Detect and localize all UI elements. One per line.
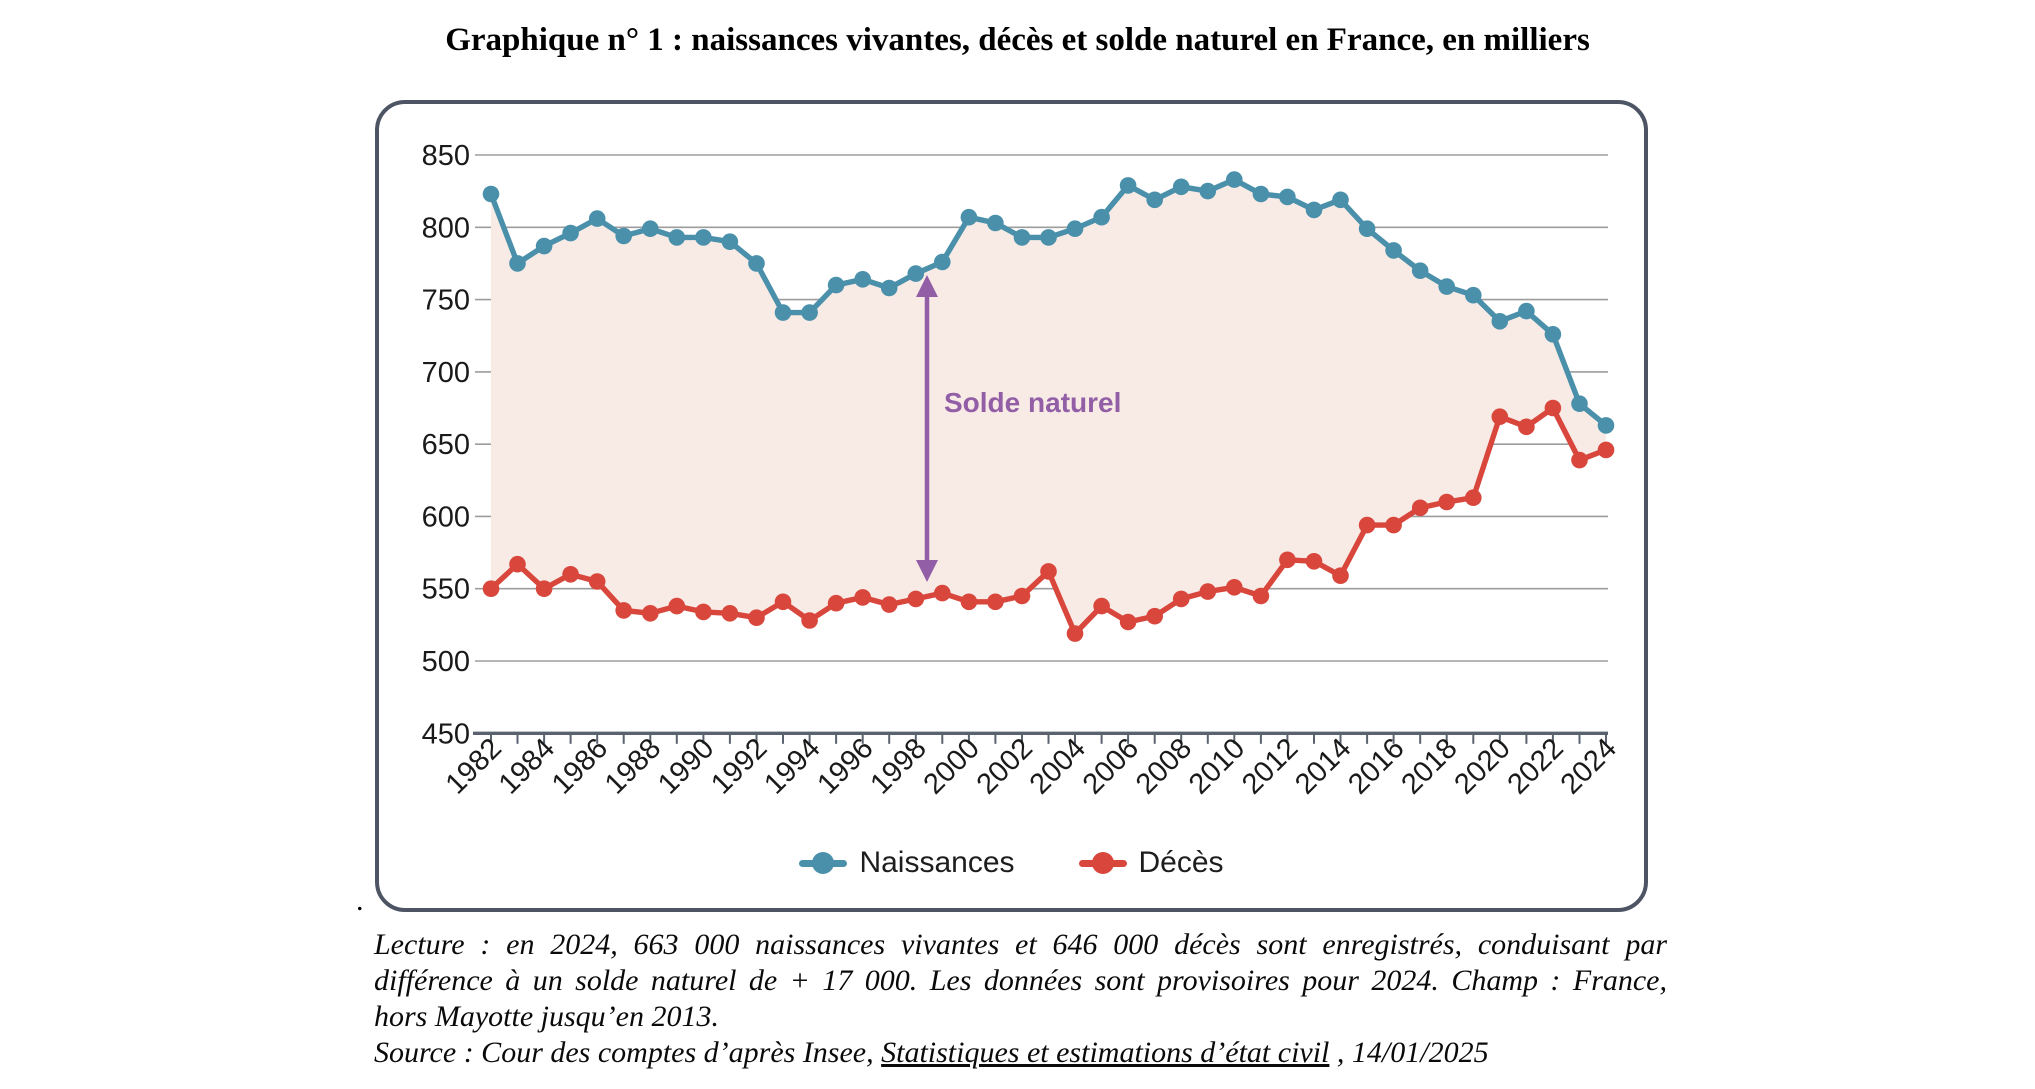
source-note: Source : Cour des comptes d’après Insee,… [374, 1035, 1667, 1071]
svg-text:2004: 2004 [1024, 732, 1092, 800]
svg-text:2018: 2018 [1395, 732, 1463, 800]
deces-dot-icon [1091, 852, 1114, 874]
svg-text:2022: 2022 [1502, 732, 1570, 800]
deces-line-marker-icon [1078, 852, 1127, 874]
naissances-dot-icon [812, 852, 835, 874]
svg-text:1996: 1996 [811, 732, 879, 800]
svg-text:750: 750 [422, 285, 470, 317]
reading-note-line-1: Lecture : en 2024, 663 000 naissances vi… [374, 928, 1667, 961]
svg-text:600: 600 [422, 501, 470, 533]
notes-block: Lecture : en 2024, 663 000 naissances vi… [374, 927, 1667, 1071]
source-prefix: Source : Cour des comptes d’après Insee, [374, 1036, 882, 1069]
svg-text:1984: 1984 [493, 732, 561, 800]
page-title: Graphique n° 1 : naissances vivantes, dé… [445, 22, 1590, 58]
svg-text:1994: 1994 [758, 732, 826, 800]
svg-text:550: 550 [422, 574, 470, 606]
svg-text:650: 650 [422, 429, 470, 461]
svg-text:2008: 2008 [1130, 732, 1198, 800]
svg-text:1998: 1998 [865, 732, 933, 800]
legend-label-naissances: Naissances [859, 846, 1015, 879]
series-naissances [482, 171, 1615, 434]
svg-text:700: 700 [422, 357, 470, 389]
svg-text:800: 800 [422, 212, 470, 244]
naissances-line-marker-icon [799, 852, 848, 874]
stray-period: . [356, 884, 364, 917]
svg-text:2016: 2016 [1342, 732, 1410, 800]
svg-text:1988: 1988 [599, 732, 667, 800]
svg-text:2000: 2000 [918, 732, 986, 800]
svg-text:2012: 2012 [1236, 732, 1304, 800]
svg-text:2014: 2014 [1289, 732, 1357, 800]
legend-item-naissances: Naissances [799, 846, 1015, 880]
legend: Naissances Décès [375, 845, 1648, 881]
chart-canvas: 850 800 750 700 650 600 550 500 4501982198419861… [422, 140, 1623, 801]
legend-label-deces: Décès [1138, 846, 1224, 879]
source-suffix: , 14/01/2025 [1329, 1036, 1489, 1069]
x-axis-labels: 1982198419861988199019921994199619982000… [440, 732, 1623, 800]
svg-text:2002: 2002 [971, 732, 1039, 800]
svg-text:500: 500 [422, 646, 470, 678]
reading-note-line-3: hors Mayotte jusqu’en 2013. [374, 1000, 719, 1033]
svg-text:850: 850 [422, 140, 470, 172]
y-axis-labels: 850 800 750 700 650 600 550 500 450 [422, 140, 470, 750]
source-link[interactable]: Statistiques et estimations d’état civil [881, 1036, 1330, 1069]
svg-text:1986: 1986 [546, 732, 614, 800]
x-axis [473, 731, 1608, 744]
svg-text:1992: 1992 [705, 732, 773, 800]
series-deces [482, 399, 1615, 642]
svg-text:2006: 2006 [1077, 732, 1145, 800]
svg-text:450: 450 [422, 718, 470, 750]
solde-arrow: Solde naturel [916, 275, 1121, 582]
svg-text:2020: 2020 [1449, 732, 1517, 800]
svg-text:2010: 2010 [1183, 732, 1251, 800]
solde-label: Solde naturel [944, 387, 1121, 418]
svg-text:1990: 1990 [652, 732, 720, 800]
reading-note-line-2: différence à un solde naturel de + 17 00… [374, 964, 1667, 997]
legend-item-deces: Décès [1078, 846, 1224, 880]
svg-text:2024: 2024 [1555, 732, 1623, 800]
